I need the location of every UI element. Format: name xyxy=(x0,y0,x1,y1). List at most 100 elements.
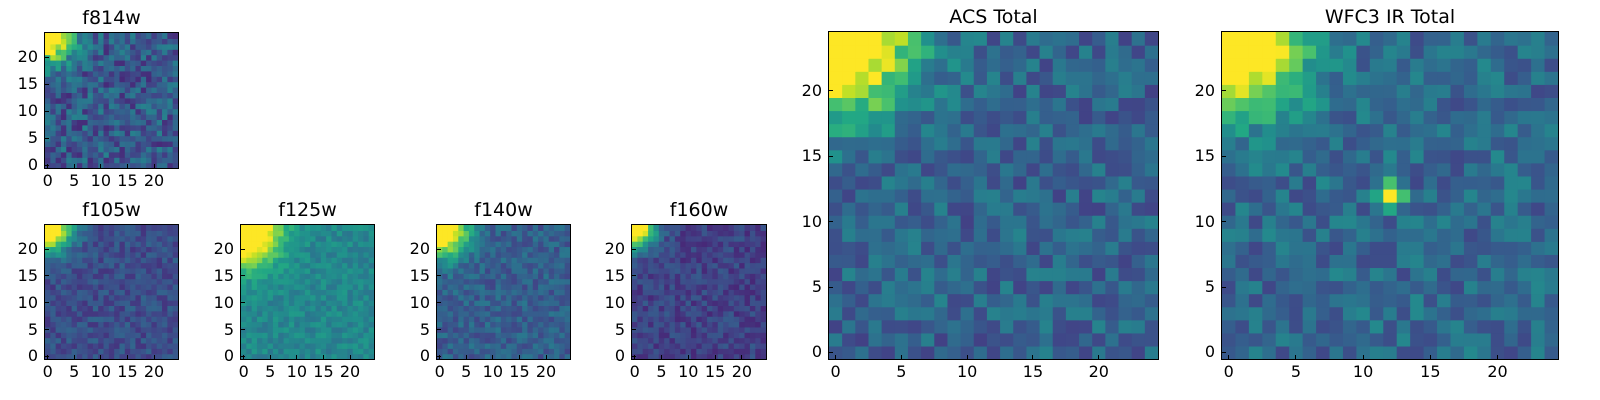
heatmap-cell xyxy=(1316,215,1331,229)
heatmap-cell xyxy=(342,230,348,237)
heatmap-cell xyxy=(447,241,454,248)
heatmap-cell xyxy=(267,300,274,306)
heatmap-cell xyxy=(559,326,566,333)
heatmap-cell xyxy=(368,230,374,237)
heatmap-cell xyxy=(674,246,681,253)
heatmap-cell xyxy=(1105,254,1120,269)
heatmap-cell xyxy=(701,353,708,359)
heatmap-cell xyxy=(45,251,51,258)
heatmap-cell xyxy=(71,300,78,306)
heatmap-cell xyxy=(653,294,660,301)
heatmap-cell xyxy=(664,316,671,323)
heatmap-cell xyxy=(548,300,555,306)
heatmap-cell xyxy=(1490,280,1505,295)
heatmap-cell xyxy=(315,289,322,296)
heatmap-cell xyxy=(130,38,137,45)
heatmap-cell xyxy=(140,332,147,339)
heatmap-cell xyxy=(717,342,724,349)
heatmap-cell xyxy=(162,87,168,93)
heatmap-cell xyxy=(336,262,343,269)
heatmap-cell xyxy=(98,332,105,339)
heatmap-cell xyxy=(124,257,131,264)
f160w-x-tick-label: 0 xyxy=(629,362,640,381)
heatmap-cell xyxy=(82,87,89,93)
heatmap-cell xyxy=(1531,306,1546,321)
heatmap-cell xyxy=(538,273,544,280)
heatmap-cell xyxy=(543,332,550,339)
heatmap-cell xyxy=(829,332,843,347)
heatmap-cell xyxy=(1289,293,1304,308)
heatmap-cell xyxy=(664,289,671,296)
heatmap-cell xyxy=(658,305,665,312)
heatmap-cell xyxy=(241,262,247,269)
heatmap-cell xyxy=(45,310,51,317)
f125w-y-tick-mark xyxy=(241,355,245,357)
heatmap-cell xyxy=(744,348,751,355)
heatmap-cell xyxy=(468,241,475,248)
heatmap-cell xyxy=(447,246,454,253)
heatmap-cell xyxy=(119,43,126,50)
heatmap-cell xyxy=(564,241,570,248)
heatmap-cell xyxy=(554,246,560,253)
heatmap-cell xyxy=(1342,45,1357,59)
heatmap-cell xyxy=(146,225,152,231)
heatmap-cell xyxy=(1463,71,1478,85)
heatmap-cell xyxy=(135,251,142,258)
heatmap-cell xyxy=(458,305,465,312)
heatmap-cell xyxy=(267,267,274,274)
heatmap-cell xyxy=(842,254,856,269)
heatmap-cell xyxy=(130,146,137,153)
heatmap-cell xyxy=(151,257,158,264)
heatmap-cell xyxy=(146,141,152,147)
heatmap-cell xyxy=(658,230,665,237)
heatmap-cell xyxy=(299,337,306,344)
heatmap-cell xyxy=(1504,306,1519,321)
heatmap-cell xyxy=(326,321,333,328)
heatmap-cell xyxy=(304,241,311,248)
heatmap-cell xyxy=(538,230,544,237)
heatmap-cell xyxy=(1000,162,1014,177)
heatmap-cell xyxy=(1248,280,1263,295)
heatmap-cell xyxy=(87,76,94,83)
heatmap-cell xyxy=(1369,110,1384,125)
heatmap-cell xyxy=(76,225,83,231)
heatmap-cell xyxy=(288,230,295,237)
heatmap-cell xyxy=(506,251,513,258)
heatmap-cell xyxy=(543,241,550,248)
heatmap-cell xyxy=(1544,123,1558,138)
heatmap-cell xyxy=(894,45,909,59)
heatmap-cell xyxy=(246,326,253,333)
heatmap-cell xyxy=(733,321,740,328)
heatmap-cell xyxy=(921,32,935,46)
heatmap-cell xyxy=(124,157,131,164)
heatmap-cell xyxy=(1463,254,1478,269)
heatmap-cell xyxy=(548,241,555,248)
heatmap-cell xyxy=(516,326,523,333)
heatmap-cell xyxy=(140,124,147,131)
heatmap-cell xyxy=(707,348,713,355)
heatmap-cell xyxy=(60,305,67,312)
heatmap-cell xyxy=(717,246,724,253)
heatmap-cell xyxy=(135,278,142,285)
heatmap-cell xyxy=(680,326,687,333)
heatmap-cell xyxy=(506,267,513,274)
heatmap-cell xyxy=(288,316,295,323)
heatmap-cell xyxy=(495,273,502,280)
heatmap-cell xyxy=(162,135,168,142)
heatmap-cell xyxy=(973,319,988,334)
heatmap-cell xyxy=(1356,202,1371,216)
heatmap-cell xyxy=(1118,267,1133,282)
heatmap-cell xyxy=(723,289,730,296)
heatmap-cell xyxy=(156,289,163,296)
heatmap-cell xyxy=(135,225,142,231)
heatmap-cell xyxy=(71,273,78,280)
heatmap-cell xyxy=(1356,149,1371,164)
heatmap-cell xyxy=(363,225,370,231)
heatmap-cell xyxy=(755,326,762,333)
heatmap-cell xyxy=(442,225,449,231)
heatmap-cell xyxy=(728,294,735,301)
heatmap-cell xyxy=(352,321,359,328)
heatmap-cell xyxy=(87,230,94,237)
heatmap-cell xyxy=(358,278,364,285)
heatmap-cell xyxy=(162,246,168,253)
